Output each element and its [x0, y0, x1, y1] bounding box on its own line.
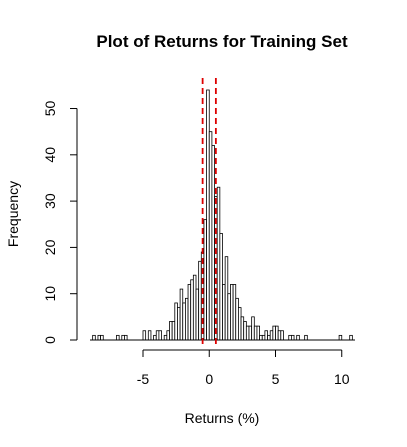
histogram-bar — [159, 331, 162, 340]
x-axis-label: Returns (%) — [185, 410, 260, 426]
x-tick-label: -5 — [137, 371, 150, 387]
histogram-bars — [90, 90, 355, 340]
histogram-bar — [281, 331, 284, 340]
histogram-bar — [148, 331, 151, 340]
x-tick-label: 0 — [205, 371, 213, 387]
y-tick-label: 30 — [42, 193, 58, 209]
y-axis-label: Frequency — [5, 181, 21, 247]
chart-title: Plot of Returns for Training Set — [96, 32, 348, 51]
histogram-bar — [339, 335, 342, 340]
y-tick-label: 0 — [42, 336, 58, 344]
x-tick-label: 10 — [334, 371, 350, 387]
y-axis: 0 10 20 30 40 50 — [42, 101, 77, 344]
x-axis: -5 0 5 10 — [137, 350, 350, 387]
y-tick-label: 50 — [42, 101, 58, 117]
histogram-bar — [124, 335, 127, 340]
histogram-bar — [297, 335, 300, 340]
histogram-bar — [305, 335, 308, 340]
histogram-bar — [291, 335, 294, 340]
histogram-bar — [117, 335, 120, 340]
histogram-bar — [143, 331, 146, 340]
y-tick-label: 40 — [42, 147, 58, 163]
x-tick-label: 5 — [272, 371, 280, 387]
histogram-bar — [101, 335, 104, 340]
y-tick-label: 20 — [42, 239, 58, 255]
histogram-bar — [350, 335, 353, 340]
y-tick-label: 10 — [42, 286, 58, 302]
histogram-bar — [93, 335, 96, 340]
